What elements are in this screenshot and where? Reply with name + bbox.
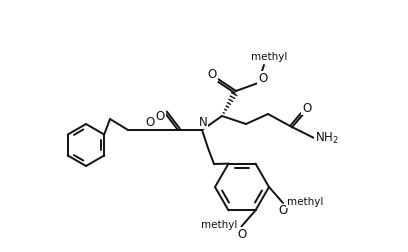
Text: O: O [258,72,268,84]
Text: O: O [237,228,246,241]
Text: O: O [155,110,164,123]
Text: methyl: methyl [201,220,238,230]
Text: N: N [199,115,207,129]
Text: O: O [278,205,288,217]
Text: O: O [302,102,312,114]
Text: NH$_2$: NH$_2$ [315,131,339,146]
Text: methyl: methyl [251,52,287,62]
Text: methyl: methyl [287,197,323,207]
Text: O: O [145,115,155,129]
Text: O: O [207,69,217,81]
